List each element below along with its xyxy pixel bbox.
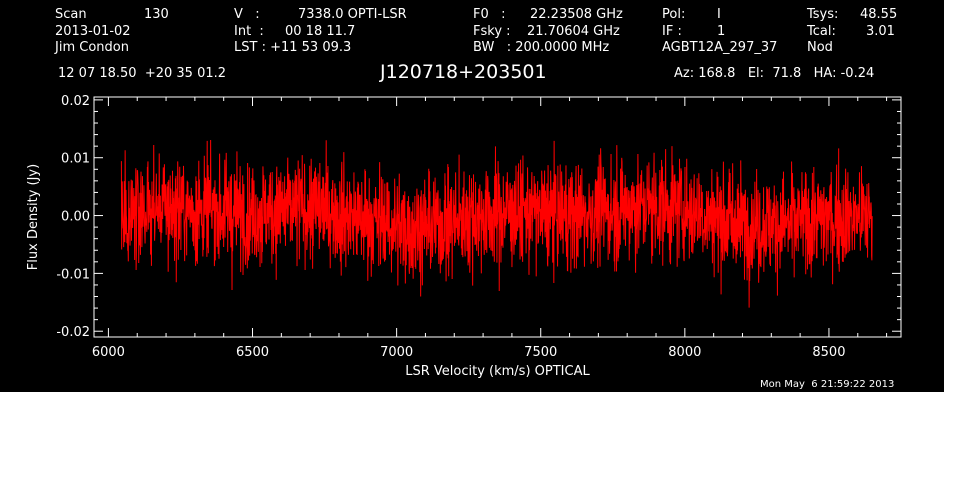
if-label: IF : — [662, 24, 682, 39]
velocity-value: 7338.0 OPTI-LSR — [298, 7, 407, 22]
coordinates-text: 12 07 18.50 +20 35 01.2 — [58, 66, 227, 81]
project-text: AGBT12A_297_37 — [662, 40, 778, 55]
y-tick-label: 0.00 — [61, 210, 90, 225]
int-label: Int : — [234, 24, 264, 39]
fsky-label: Fsky : — [473, 24, 511, 39]
tsys-value: 48.55 — [860, 7, 898, 22]
y-tick-label: -0.01 — [56, 267, 90, 282]
x-tick-label: 6500 — [236, 345, 269, 360]
observer-text: Jim Condon — [55, 40, 129, 55]
pol-value: I — [717, 7, 721, 22]
scan-label: Scan — [55, 7, 87, 22]
x-tick-label: 7000 — [380, 345, 413, 360]
y-tick-label: -0.02 — [56, 325, 90, 340]
tcal-value: 3.01 — [866, 24, 895, 39]
fsky-value: 21.70604 GHz — [527, 24, 620, 39]
az-el-ha-text: Az: 168.8 El: 71.8 HA: -0.24 — [674, 66, 875, 81]
pol-label: Pol: — [662, 7, 686, 22]
timestamp-text: Mon May 6 21:59:22 2013 — [760, 379, 895, 390]
mode-text: Nod — [807, 40, 833, 55]
spectrum-series — [120, 139, 873, 308]
int-value: 00 18 11.7 — [285, 24, 356, 39]
y-tick-label: 0.01 — [61, 152, 90, 167]
x-tick-label: 7500 — [524, 345, 557, 360]
x-tick-label: 6000 — [92, 345, 125, 360]
velocity-label: V : — [234, 7, 260, 22]
bandwidth-text: BW : 200.0000 MHz — [473, 40, 610, 55]
x-tick-label: 8500 — [812, 345, 845, 360]
y-axis-label: Flux Density (Jy) — [26, 164, 41, 270]
scan-value: 130 — [144, 7, 169, 22]
spectrum-panel: Scan 130 V : 7338.0 OPTI-LSR F0 : 22.235… — [0, 0, 944, 392]
lst-text: LST : +11 53 09.3 — [234, 40, 352, 55]
tsys-label: Tsys: — [807, 7, 839, 22]
series-layer — [120, 139, 873, 308]
spectrum-chart: 6000 6500 7000 7500 8000 8500 -0.02 -0.01 0.00 0.… — [26, 94, 902, 379]
f0-value: 22.23508 GHz — [530, 7, 623, 22]
tcal-label: Tcal: — [807, 24, 836, 39]
x-axis-label: LSR Velocity (km/s) OPTICAL — [405, 364, 590, 379]
y-tick-label: 0.02 — [61, 94, 90, 109]
if-value: 1 — [717, 24, 726, 39]
axes-layer: 6000 6500 7000 7500 8000 8500 -0.02 -0.01 0.00 0.… — [26, 94, 902, 379]
plot-frame — [93, 96, 902, 338]
date-text: 2013-01-02 — [55, 24, 131, 39]
f0-label: F0 : — [473, 7, 506, 22]
x-tick-label: 8000 — [668, 345, 701, 360]
source-title: J120718+203501 — [380, 61, 547, 83]
